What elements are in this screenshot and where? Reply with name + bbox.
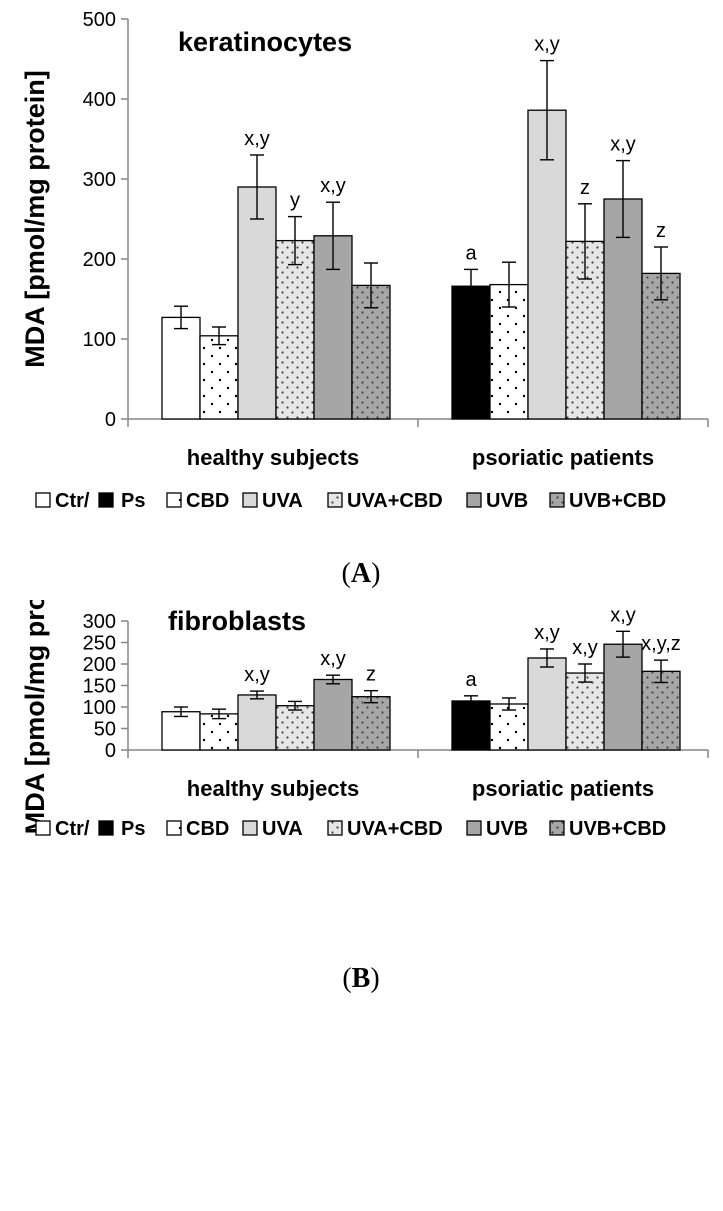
chart-title: fibroblasts [168,606,306,636]
y-axis-label: MDA [pmol/mg protein] [20,70,50,367]
legend-label: Ps [121,490,145,512]
bar [527,657,567,751]
legend-label: Ctr/ [55,818,90,840]
legend-swatch [466,492,482,508]
legend-label: UVA [262,490,303,512]
bar [237,694,277,751]
group-label: healthy subjects [187,445,359,470]
chart-keratinocytes: MDA [pmol/mg protein] 0 100 200 300 400 500 ker… [20,9,709,589]
legend-swatch [242,820,258,836]
panel-label: (B) [342,963,379,994]
chart-title: keratinocytes [178,27,352,57]
legend-label: UVB+CBD [569,490,666,512]
legend-label: UVA+CBD [347,490,443,512]
bar [489,703,529,751]
panel-label-letter: A [351,558,372,589]
y-tick-label: 500 [83,9,116,31]
y-tick-label: 400 [83,89,116,111]
significance-label: x,y [320,648,346,670]
legend-swatch [35,492,51,508]
legend-label: UVB+CBD [569,818,666,840]
legend-label: CBD [186,490,229,512]
legend-swatch [166,820,182,836]
legend-swatch [466,820,482,836]
significance-label: x,y [610,604,636,626]
significance-label: z [580,177,590,199]
y-tick-label: 100 [83,697,116,719]
legend-swatch [549,492,565,508]
legend-swatch [98,820,114,836]
significance-label: z [366,664,376,686]
legend-swatch [98,492,114,508]
bar [199,335,239,420]
bar [161,711,201,751]
bar [527,109,567,420]
significance-label: x,y [244,128,270,150]
legend-swatch [35,820,51,836]
bar [565,672,605,751]
panel-label-open: ( [342,558,351,589]
legend-swatch [166,492,182,508]
significance-label: x,y [534,622,560,644]
y-tick-label: 250 [83,633,116,655]
y-axis-label: MDA [pmol/mg protein] [20,600,50,834]
bar [161,316,201,420]
legend-label: UVB [486,490,528,512]
group-label: healthy subjects [187,776,359,801]
y-tick-label: 100 [83,329,116,351]
legend-label: UVA+CBD [347,818,443,840]
significance-label: a [465,242,477,264]
legend-swatch [242,492,258,508]
panel-label-letter: B [352,963,371,994]
significance-label: x,y,z [641,633,681,655]
significance-label: y [290,190,300,212]
significance-label: x,y [244,664,270,686]
panel-label-close: ) [370,963,379,994]
legend-label: Ctr/ [55,490,90,512]
y-tick-label: 50 [94,719,116,741]
bar [451,285,491,420]
legend-swatch [549,820,565,836]
significance-label: x,y [320,175,346,197]
y-tick-label: 300 [83,611,116,633]
legend-label: UVA [262,818,303,840]
bar [451,700,491,751]
significance-label: x,y [572,637,598,659]
legend-swatch [327,492,343,508]
bar [603,643,643,751]
bar [351,696,391,751]
y-tick-label: 0 [105,740,116,762]
bar [237,186,277,420]
group-label: psoriatic patients [472,445,654,470]
panel-label-open: ( [342,963,351,994]
legend-label: UVB [486,818,528,840]
bar [275,705,315,751]
y-tick-label: 200 [83,249,116,271]
significance-label: a [465,669,477,691]
significance-label: z [656,220,666,242]
group-label: psoriatic patients [472,776,654,801]
significance-label: x,y [610,134,636,156]
legend-label: CBD [186,818,229,840]
y-tick-label: 300 [83,169,116,191]
panel-label-close: ) [371,558,380,589]
y-tick-label: 150 [83,676,116,698]
significance-label: x,y [534,34,560,56]
y-tick-label: 0 [105,409,116,431]
bar [313,678,353,751]
y-tick-label: 200 [83,654,116,676]
panel-label: (A) [342,558,381,589]
legend-label: Ps [121,818,145,840]
legend-swatch [327,820,343,836]
bar [641,670,681,751]
bar [275,239,315,420]
